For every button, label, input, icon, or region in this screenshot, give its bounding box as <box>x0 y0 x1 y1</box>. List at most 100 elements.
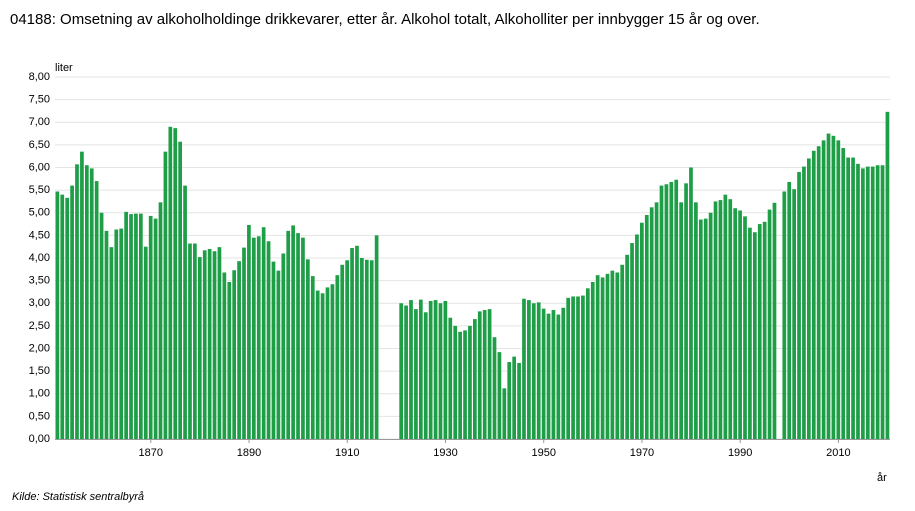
bar <box>129 214 133 439</box>
bar <box>119 228 124 439</box>
y-tick-label: 1,00 <box>29 388 50 400</box>
bar <box>335 275 340 439</box>
bar <box>610 270 615 439</box>
bar <box>792 189 796 439</box>
bar <box>197 257 202 439</box>
bar <box>222 272 227 439</box>
bar <box>826 133 831 439</box>
bar <box>70 185 74 439</box>
bar <box>345 260 350 439</box>
bar <box>802 166 806 439</box>
bar <box>585 288 590 439</box>
bar <box>698 219 703 439</box>
x-tick-label: 1870 <box>139 447 163 459</box>
bar <box>423 312 428 439</box>
bar <box>266 241 271 439</box>
bar <box>728 199 733 439</box>
bar <box>60 194 65 439</box>
bar <box>531 303 536 439</box>
bar <box>374 235 379 439</box>
bar <box>743 216 747 439</box>
bar <box>360 258 364 439</box>
bar <box>193 243 197 439</box>
bar <box>310 276 315 439</box>
bar <box>232 270 237 439</box>
bar <box>757 224 762 439</box>
bar <box>340 264 345 439</box>
bar <box>679 202 684 439</box>
bar <box>487 309 492 439</box>
y-tick-label: 6,50 <box>29 139 50 151</box>
bar <box>114 229 119 439</box>
bar <box>399 303 404 439</box>
bar <box>625 254 629 439</box>
bar <box>80 151 84 439</box>
bar <box>473 319 477 439</box>
bar <box>453 325 458 439</box>
bar <box>605 273 610 439</box>
bar <box>684 183 688 439</box>
bar <box>237 261 241 439</box>
bar <box>227 281 232 439</box>
bar <box>772 202 777 439</box>
bar <box>807 158 811 439</box>
bar <box>821 140 826 439</box>
bar <box>315 290 320 439</box>
y-tick-label: 5,00 <box>29 207 50 219</box>
bar <box>55 191 60 439</box>
bar <box>207 248 212 439</box>
bar <box>885 111 890 439</box>
bar <box>458 331 462 439</box>
bar <box>669 181 674 440</box>
y-tick-label: 8,00 <box>29 71 50 83</box>
bar <box>109 247 114 439</box>
bar <box>104 230 109 439</box>
y-tick-label: 7,00 <box>29 116 50 128</box>
bar <box>620 264 625 439</box>
bar <box>139 213 143 439</box>
bar <box>143 246 148 439</box>
chart-title: 04188: Omsetning av alkoholholdinge drik… <box>10 11 760 28</box>
bar <box>630 243 634 439</box>
bar <box>369 260 374 439</box>
y-tick-label: 7,50 <box>29 94 50 106</box>
bar <box>482 310 487 439</box>
bar <box>836 140 841 439</box>
bar <box>443 300 448 439</box>
bar <box>306 259 310 439</box>
bar <box>178 141 183 439</box>
bar <box>865 166 870 439</box>
bar <box>94 181 99 439</box>
bar <box>256 236 261 439</box>
bar <box>134 213 138 439</box>
bar <box>659 185 664 439</box>
bar <box>124 211 128 439</box>
y-tick-label: 4,00 <box>29 252 50 264</box>
bar <box>571 296 575 439</box>
x-tick-label: 2010 <box>826 447 850 459</box>
bar <box>762 221 767 439</box>
bar <box>875 165 880 440</box>
bar <box>281 253 286 439</box>
bar <box>644 215 649 439</box>
bar <box>522 298 526 439</box>
bar <box>428 300 433 439</box>
bar <box>870 166 875 439</box>
bar <box>846 157 851 440</box>
bar <box>418 299 423 439</box>
bar <box>615 272 620 439</box>
bar <box>640 222 644 439</box>
bar <box>286 230 291 439</box>
bar <box>851 157 855 440</box>
bar <box>561 307 566 439</box>
bar <box>291 225 295 439</box>
bar <box>217 247 222 439</box>
y-tick-label: 0,00 <box>29 433 50 445</box>
bar <box>841 148 846 440</box>
bar <box>718 200 723 439</box>
x-axis-label: år <box>877 472 887 484</box>
bar <box>448 317 453 439</box>
bar <box>546 313 551 439</box>
bar <box>674 179 679 439</box>
